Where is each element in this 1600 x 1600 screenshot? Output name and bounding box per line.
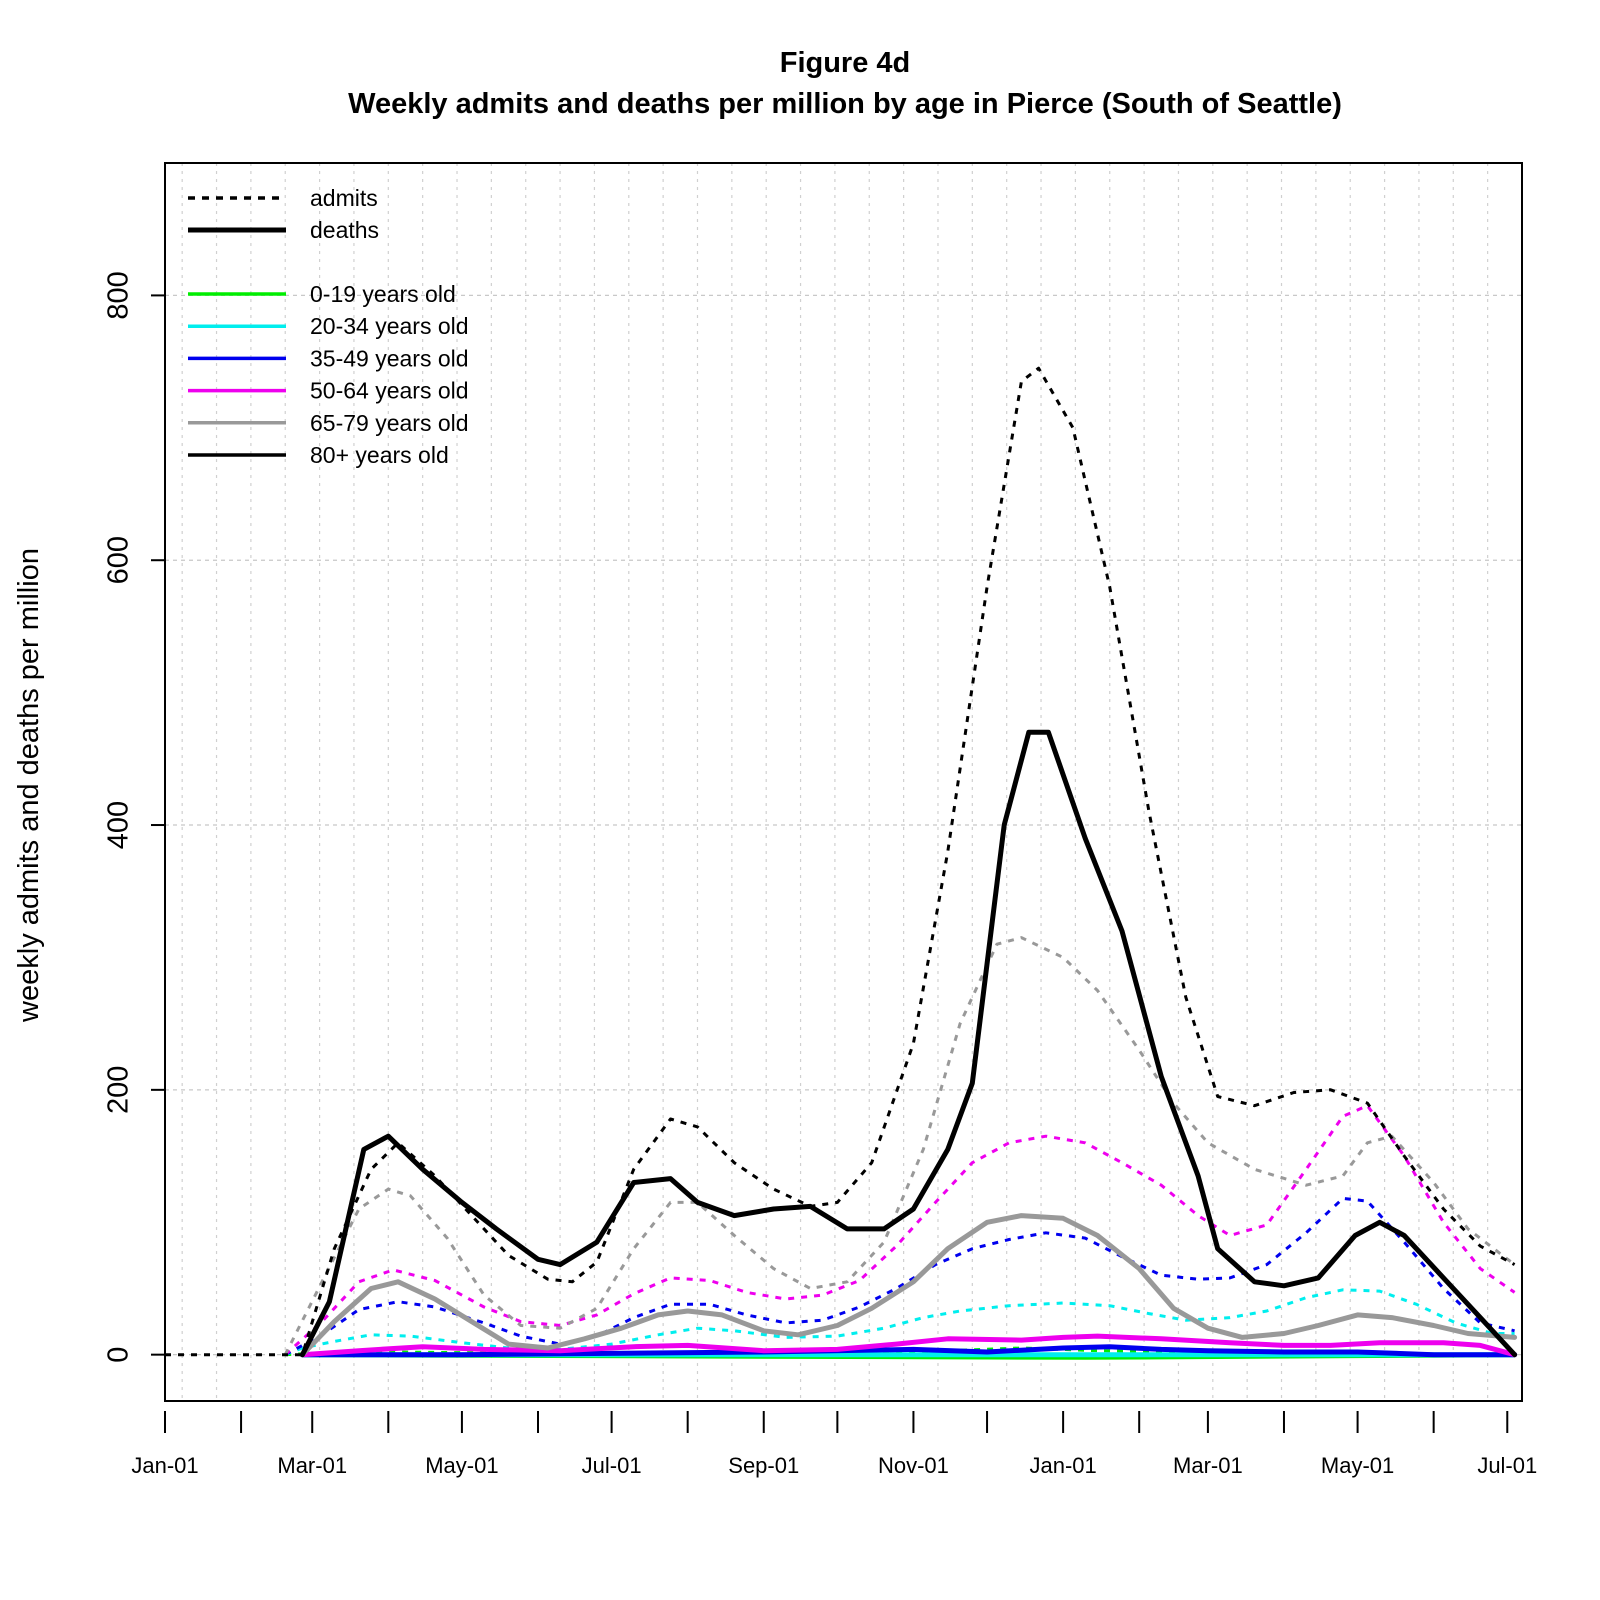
- y-axis: 0 200 400 600 800: [103, 271, 165, 1363]
- x-tick-label: May-01: [1321, 1453, 1394, 1478]
- x-tick-label: Mar-01: [1173, 1453, 1243, 1478]
- series-line-65-79-years-old-admits: [283, 936, 1516, 1356]
- x-tick-label: May-01: [425, 1453, 498, 1478]
- plot-frame: [164, 162, 1523, 1402]
- x-tick-label: Jan-01: [131, 1453, 198, 1478]
- legend-label-80-years-old: 80+ years old: [310, 442, 449, 468]
- series-line-80-years-old-deaths: [299, 729, 1518, 1358]
- plot-area: [165, 366, 1518, 1360]
- y-tick-label: 200: [103, 1066, 135, 1114]
- x-tick-label: Mar-01: [277, 1453, 347, 1478]
- series-line-65-79-years-old-deaths: [299, 1213, 1518, 1358]
- x-tick-label: Jan-01: [1029, 1453, 1096, 1478]
- y-axis-label: weekly admits and deaths per million: [13, 548, 45, 1023]
- legend-label-admits: admits: [310, 185, 378, 211]
- series-line-20-34-years-old-admits: [284, 1288, 1515, 1357]
- y-tick-label: 600: [103, 536, 135, 584]
- series-line-50-64-years-old-deaths: [299, 1333, 1518, 1358]
- series-line-50-64-years-old-admits: [284, 1104, 1516, 1356]
- x-tick-label: Sep-01: [728, 1453, 799, 1478]
- x-tick-label: Jul-01: [582, 1453, 642, 1478]
- legend: admits deaths 0-19 years old 20-34 years ol…: [188, 185, 469, 468]
- legend-label-20-34-years-old: 20-34 years old: [310, 313, 469, 339]
- legend-label-0-19-years-old: 0-19 years old: [310, 281, 456, 307]
- x-tick-label: Nov-01: [878, 1453, 949, 1478]
- x-tick-label: Jul-01: [1477, 1453, 1537, 1478]
- y-tick-label: 800: [103, 271, 135, 319]
- series-line-35-49-years-old-admits: [284, 1196, 1515, 1357]
- y-tick-label: 400: [103, 801, 135, 849]
- legend-label-35-49-years-old: 35-49 years old: [310, 345, 469, 371]
- legend-label-65-79-years-old: 65-79 years old: [310, 410, 469, 436]
- legend-label-50-64-years-old: 50-64 years old: [310, 378, 469, 404]
- legend-label-deaths: deaths: [310, 217, 379, 243]
- chart-title: Figure 4d: [780, 47, 911, 79]
- chart-subtitle: Weekly admits and deaths per million by …: [348, 88, 1342, 120]
- x-axis: Jan-01 Mar-01 May-01 Jul-01 Sep-01 Nov-01 Jan-…: [131, 1411, 1537, 1478]
- y-tick-label: 0: [103, 1347, 135, 1363]
- series-line-80-years-old-admits: [165, 366, 1516, 1357]
